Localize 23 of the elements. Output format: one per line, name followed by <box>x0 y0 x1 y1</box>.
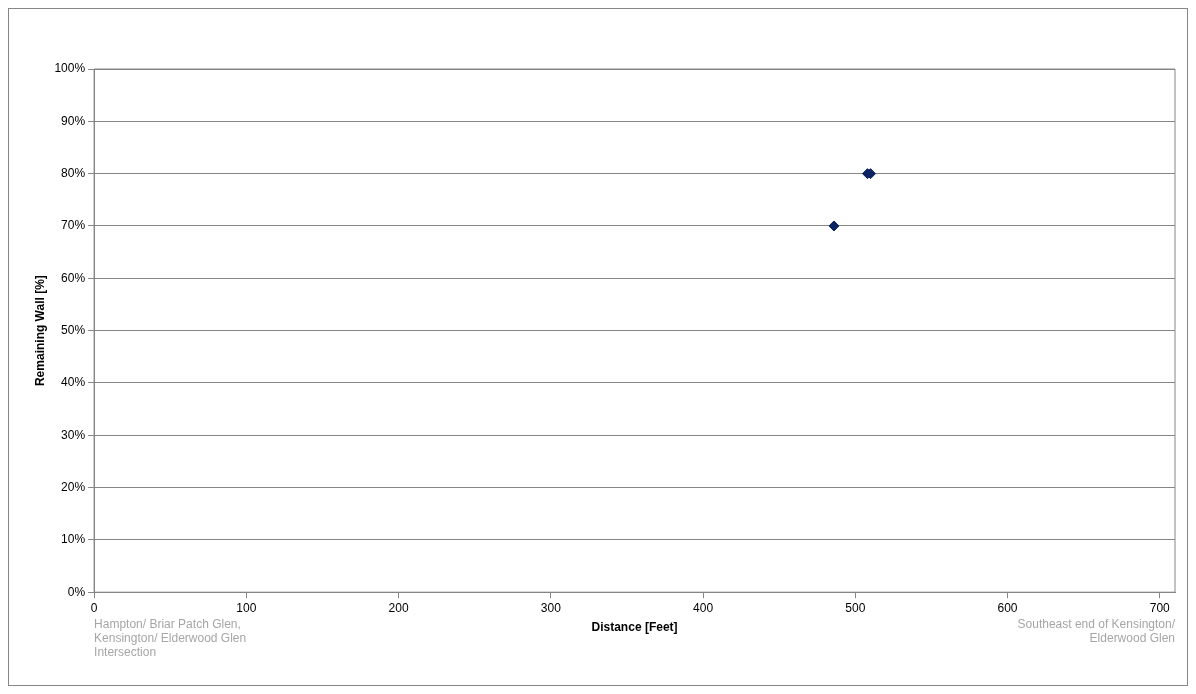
y-tick-label: 0% <box>67 584 86 599</box>
text: Hampton/ Briar Patch Glen, Kensington/ Elderwood Glen Intersection <box>94 616 247 659</box>
y-tick-label: 100% <box>54 61 86 76</box>
x-tick-label: 200 <box>388 600 409 615</box>
x-axis-title: Distance [Feet] <box>591 620 678 635</box>
text: Southeast end of Kensington/ Elderwood Glen <box>1017 616 1176 645</box>
x-tick-label: 300 <box>540 600 562 615</box>
y-tick-label: 10% <box>61 532 86 547</box>
y-axis-title: Remaining Wall [%] <box>32 275 47 387</box>
y-tick-label: 80% <box>61 165 86 180</box>
x-tick-label: 400 <box>693 600 714 615</box>
y-tick-label: 40% <box>61 375 86 390</box>
y-tick-label: 90% <box>61 113 86 128</box>
x-tick-label: 600 <box>997 600 1018 615</box>
y-tick-label: 50% <box>61 322 86 337</box>
x-tick-label: 500 <box>845 600 866 615</box>
x-tick-label: 700 <box>1149 600 1171 615</box>
y-tick-label: 30% <box>61 427 86 442</box>
y-tick-label: 60% <box>61 270 86 285</box>
y-tick-label: 20% <box>61 479 86 494</box>
y-tick-label: 70% <box>61 218 86 233</box>
x-tick-label: 0 <box>90 600 98 615</box>
x-tick-label: 100 <box>236 600 257 615</box>
